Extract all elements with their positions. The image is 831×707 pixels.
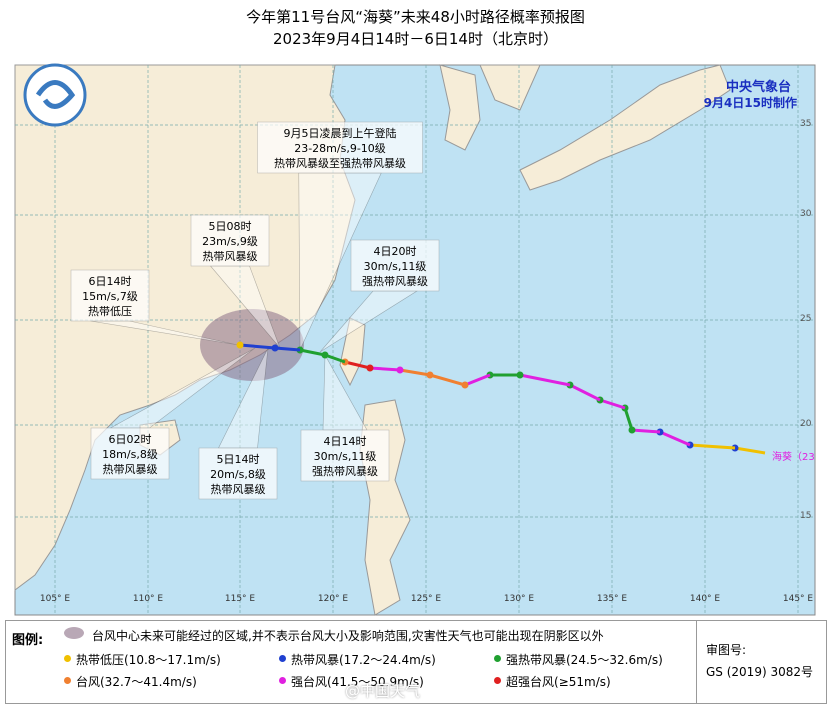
- lon-label: 135° E: [596, 594, 628, 604]
- logo: [23, 63, 87, 127]
- callout-text: 强热带风暴级: [362, 275, 428, 288]
- track-segment: [299, 348, 326, 357]
- legend-label: 台风(32.7～41.4m/s): [76, 675, 197, 689]
- callout-text: 5日14时: [217, 453, 260, 466]
- callout-box: [190, 214, 270, 267]
- callout-text: 6日14时: [89, 275, 132, 288]
- callout-text: 23m/s,9级: [202, 235, 258, 248]
- track-segment: [344, 360, 371, 370]
- legend-dot: [279, 677, 286, 684]
- track-segment: [399, 368, 431, 377]
- storm-label: 海葵（23: [772, 452, 815, 463]
- callout-text: 热带风暴级: [211, 483, 266, 496]
- legend-label: 热带风暴(17.2～24.4m/s): [291, 653, 436, 667]
- legend-heading: 图例:: [12, 633, 44, 648]
- callout-text: 强热带风暴级: [312, 465, 378, 478]
- track-segment: [239, 343, 276, 350]
- track-segment: [324, 353, 346, 364]
- lat-label: 20: [800, 419, 812, 429]
- legend: 图例: 台风中心未来可能经过的区域,并不表示台风大小及影响范围,灾害性天气也可能…: [5, 620, 827, 704]
- legend-label: 强热带风暴(24.5～32.6m/s): [506, 653, 663, 667]
- legend-dot: [494, 677, 501, 684]
- callout-text: 9月5日凌晨到上午登陆: [284, 126, 397, 140]
- callout-text: 5日08时: [209, 220, 252, 233]
- issued: 9月4日15时制作: [703, 96, 797, 110]
- divider: [696, 621, 697, 703]
- japan: [519, 64, 731, 191]
- callout-box: [90, 427, 170, 480]
- track-segment: [659, 430, 691, 447]
- lon-label: 110° E: [132, 594, 164, 604]
- track-segment: [274, 346, 301, 352]
- track-segment: [631, 428, 661, 434]
- lon-label: 125° E: [410, 594, 442, 604]
- callout-text: 4日20时: [374, 245, 417, 258]
- callout-text: 30m/s,11级: [364, 260, 427, 273]
- legend-label: 强台风(41.5～50.9m/s): [291, 675, 424, 689]
- callout-box: [300, 429, 390, 482]
- approval-number: GS (2019) 3082号: [706, 665, 813, 679]
- lat-label: 15: [800, 511, 812, 521]
- callout-text: 23-28m/s,9-10级: [294, 142, 386, 155]
- title: 今年第11号台风“海葵”未来48小时路径概率预报图: [246, 8, 585, 26]
- lon-label: 145° E: [782, 594, 814, 604]
- track-point: [236, 341, 244, 349]
- legend-dot: [494, 655, 501, 662]
- track-segment: [734, 446, 766, 455]
- callout-text: 热带风暴级: [103, 463, 158, 476]
- callout-box: [70, 269, 150, 322]
- track-segment: [369, 366, 401, 372]
- lon-label: 140° E: [689, 594, 721, 604]
- track-segment: [519, 373, 571, 387]
- approval-label: 审图号:: [706, 643, 747, 657]
- callout-text: 30m/s,11级: [314, 450, 377, 463]
- callout-text: 18m/s,8级: [102, 448, 158, 461]
- callout-box: [198, 447, 278, 500]
- lat-label: 25: [800, 314, 812, 324]
- callout-text: 热带风暴级: [203, 250, 258, 263]
- agency: 中央气象台: [725, 80, 791, 95]
- taiwan: [339, 317, 366, 387]
- legend-dot: [279, 655, 286, 662]
- logo-swirl: [35, 80, 76, 109]
- lon-label: 105° E: [39, 594, 71, 604]
- area-swatch: [64, 627, 84, 639]
- callout-text: 15m/s,7级: [82, 290, 138, 303]
- callout-box: [257, 121, 423, 174]
- callout-text: 4日14时: [324, 435, 367, 448]
- legend-label: 超强台风(≥51m/s): [506, 675, 611, 689]
- northeast: [479, 64, 541, 111]
- lon-label: 130° E: [503, 594, 535, 604]
- legend-dot: [64, 677, 71, 684]
- callout-text: 6日02时: [109, 433, 152, 446]
- track-segment: [569, 383, 601, 402]
- callout-text: 热带风暴级至强热带风暴级: [274, 157, 406, 170]
- callout-text: 热带低压: [88, 305, 132, 318]
- subtitle: 2023年9月4日14时－6日14时（北京时）: [273, 30, 558, 48]
- legend-dot: [64, 655, 71, 662]
- track-segment: [429, 373, 466, 387]
- callout-text: 20m/s,8级: [210, 468, 266, 481]
- track-segment: [689, 443, 736, 450]
- area-note: 台风中心未来可能经过的区域,并不表示台风大小及影响范围,灾害性天气也可能出现在阴…: [92, 629, 604, 643]
- legend-label: 热带低压(10.8～17.1m/s): [76, 653, 221, 667]
- lon-label: 120° E: [317, 594, 349, 604]
- track-segment: [464, 373, 491, 387]
- watermark: @中国天气: [345, 682, 421, 700]
- track-segment: [599, 398, 626, 410]
- track-segment: [623, 407, 634, 431]
- lat-label: 30: [800, 209, 812, 219]
- korea: [439, 64, 481, 151]
- lon-label: 115° E: [224, 594, 256, 604]
- lat-label: 35: [800, 119, 812, 129]
- callout-box: [350, 239, 440, 292]
